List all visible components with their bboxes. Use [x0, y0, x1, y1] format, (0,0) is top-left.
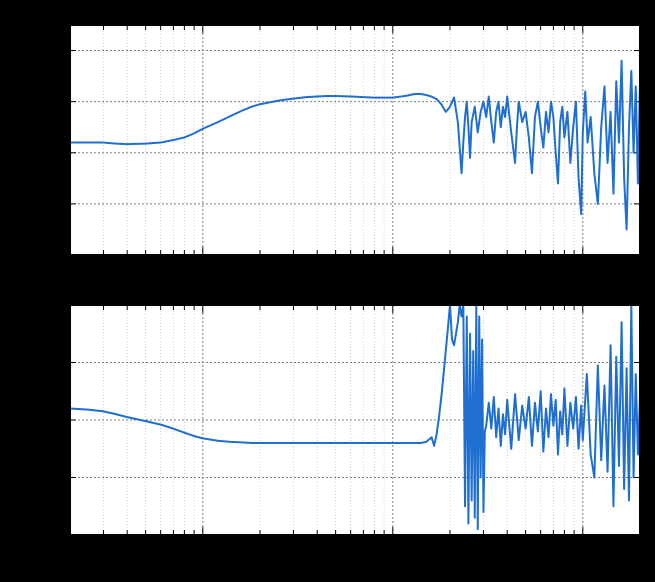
chart-svg [0, 0, 655, 582]
chart-container [0, 0, 655, 582]
